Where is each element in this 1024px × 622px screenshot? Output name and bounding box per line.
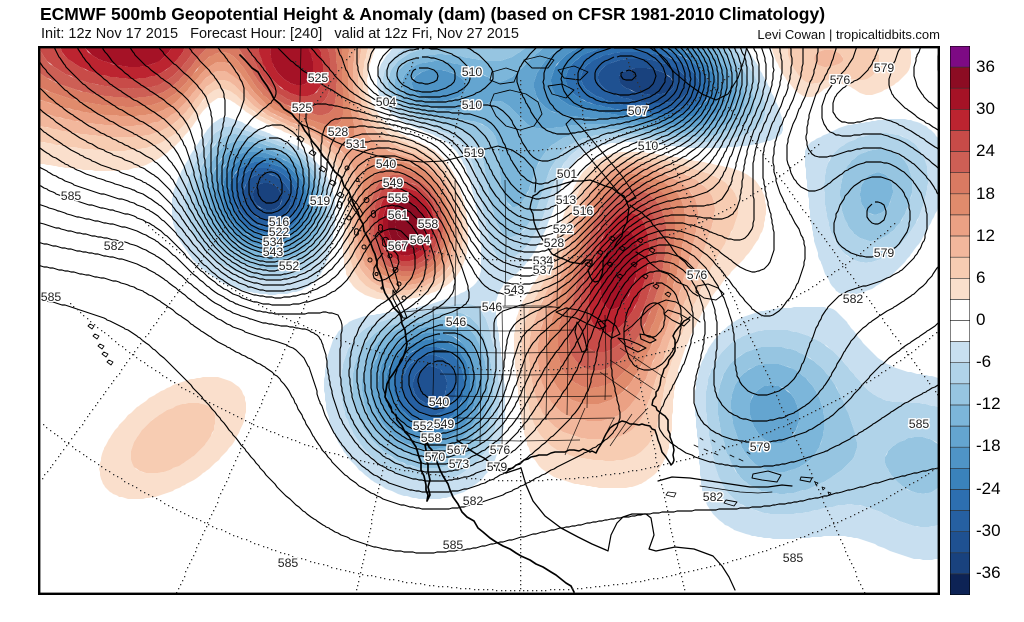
svg-text:567: 567 [388, 239, 409, 253]
svg-text:582: 582 [843, 292, 864, 306]
svg-text:513: 513 [556, 193, 577, 207]
svg-text:579: 579 [750, 440, 771, 454]
svg-text:522: 522 [269, 225, 290, 239]
svg-text:579: 579 [487, 460, 508, 474]
svg-text:531: 531 [346, 137, 367, 151]
svg-text:510: 510 [462, 98, 483, 112]
svg-text:543: 543 [504, 283, 525, 297]
svg-text:522: 522 [553, 222, 574, 236]
svg-text:546: 546 [446, 315, 467, 329]
svg-text:576: 576 [687, 268, 708, 282]
svg-text:579: 579 [874, 61, 895, 75]
svg-text:534: 534 [263, 235, 284, 249]
svg-text:549: 549 [434, 417, 455, 431]
svg-text:516: 516 [573, 204, 594, 218]
svg-text:582: 582 [463, 494, 484, 508]
svg-text:525: 525 [292, 101, 313, 115]
svg-text:534: 534 [533, 254, 554, 268]
svg-text:579: 579 [874, 246, 895, 260]
svg-text:585: 585 [41, 290, 62, 304]
svg-text:558: 558 [421, 431, 442, 445]
svg-text:576: 576 [830, 73, 851, 87]
svg-text:573: 573 [449, 457, 470, 471]
svg-text:585: 585 [443, 538, 464, 552]
svg-text:519: 519 [464, 146, 485, 160]
svg-text:516: 516 [269, 215, 290, 229]
svg-text:528: 528 [328, 125, 349, 139]
svg-text:567: 567 [447, 443, 468, 457]
svg-text:519: 519 [310, 194, 331, 208]
svg-text:528: 528 [544, 236, 565, 250]
svg-text:570: 570 [425, 450, 446, 464]
svg-text:549: 549 [383, 176, 404, 190]
svg-text:564: 564 [410, 233, 431, 247]
svg-text:501: 501 [557, 167, 578, 181]
svg-text:558: 558 [418, 217, 439, 231]
svg-text:561: 561 [388, 208, 409, 222]
svg-text:504: 504 [376, 95, 397, 109]
svg-text:540: 540 [429, 395, 450, 409]
svg-text:555: 555 [388, 191, 409, 205]
svg-text:585: 585 [61, 189, 82, 203]
svg-text:552: 552 [413, 419, 434, 433]
svg-text:585: 585 [909, 417, 930, 431]
svg-text:582: 582 [703, 490, 724, 504]
svg-text:552: 552 [279, 259, 300, 273]
svg-text:585: 585 [783, 551, 804, 565]
svg-text:507: 507 [628, 104, 649, 118]
svg-text:537: 537 [533, 263, 554, 277]
svg-text:525: 525 [308, 71, 329, 85]
svg-text:510: 510 [638, 139, 659, 153]
svg-text:546: 546 [482, 300, 503, 314]
svg-text:585: 585 [278, 556, 299, 570]
svg-text:576: 576 [490, 443, 511, 457]
svg-text:510: 510 [462, 65, 483, 79]
svg-text:543: 543 [263, 245, 284, 259]
svg-text:582: 582 [104, 239, 125, 253]
svg-text:540: 540 [376, 157, 397, 171]
